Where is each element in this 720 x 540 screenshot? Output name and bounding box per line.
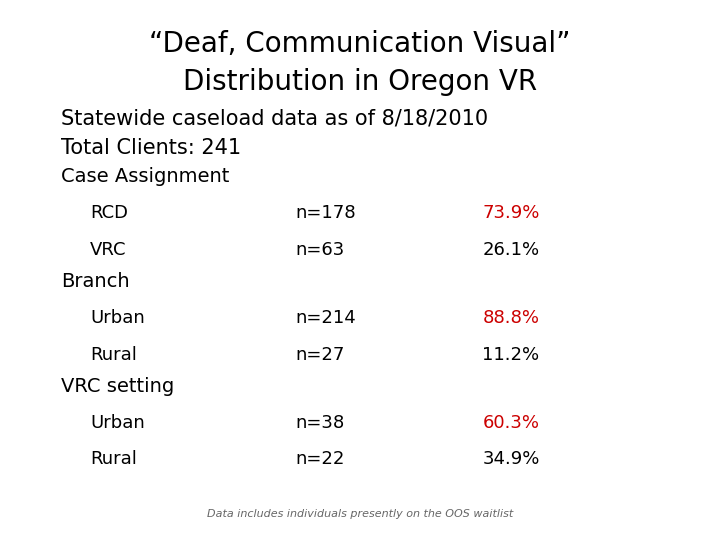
Text: Case Assignment: Case Assignment [61, 167, 230, 186]
Text: Rural: Rural [90, 450, 137, 468]
Text: Total Clients: 241: Total Clients: 241 [61, 138, 241, 158]
Text: “Deaf, Communication Visual”: “Deaf, Communication Visual” [149, 30, 571, 58]
Text: 34.9%: 34.9% [482, 450, 540, 468]
Text: Distribution in Oregon VR: Distribution in Oregon VR [183, 68, 537, 96]
Text: Branch: Branch [61, 272, 130, 291]
Text: 60.3%: 60.3% [482, 414, 539, 431]
Text: n=38: n=38 [295, 414, 344, 431]
Text: Urban: Urban [90, 309, 145, 327]
Text: n=27: n=27 [295, 346, 345, 363]
Text: 26.1%: 26.1% [482, 241, 539, 259]
Text: n=22: n=22 [295, 450, 345, 468]
Text: 73.9%: 73.9% [482, 204, 540, 222]
Text: VRC setting: VRC setting [61, 377, 174, 396]
Text: RCD: RCD [90, 204, 128, 222]
Text: 11.2%: 11.2% [482, 346, 539, 363]
Text: n=214: n=214 [295, 309, 356, 327]
Text: Data includes individuals presently on the OOS waitlist: Data includes individuals presently on t… [207, 509, 513, 519]
Text: VRC: VRC [90, 241, 127, 259]
Text: Urban: Urban [90, 414, 145, 431]
Text: Statewide caseload data as of 8/18/2010: Statewide caseload data as of 8/18/2010 [61, 108, 488, 128]
Text: n=178: n=178 [295, 204, 356, 222]
Text: n=63: n=63 [295, 241, 344, 259]
Text: Rural: Rural [90, 346, 137, 363]
Text: 88.8%: 88.8% [482, 309, 539, 327]
